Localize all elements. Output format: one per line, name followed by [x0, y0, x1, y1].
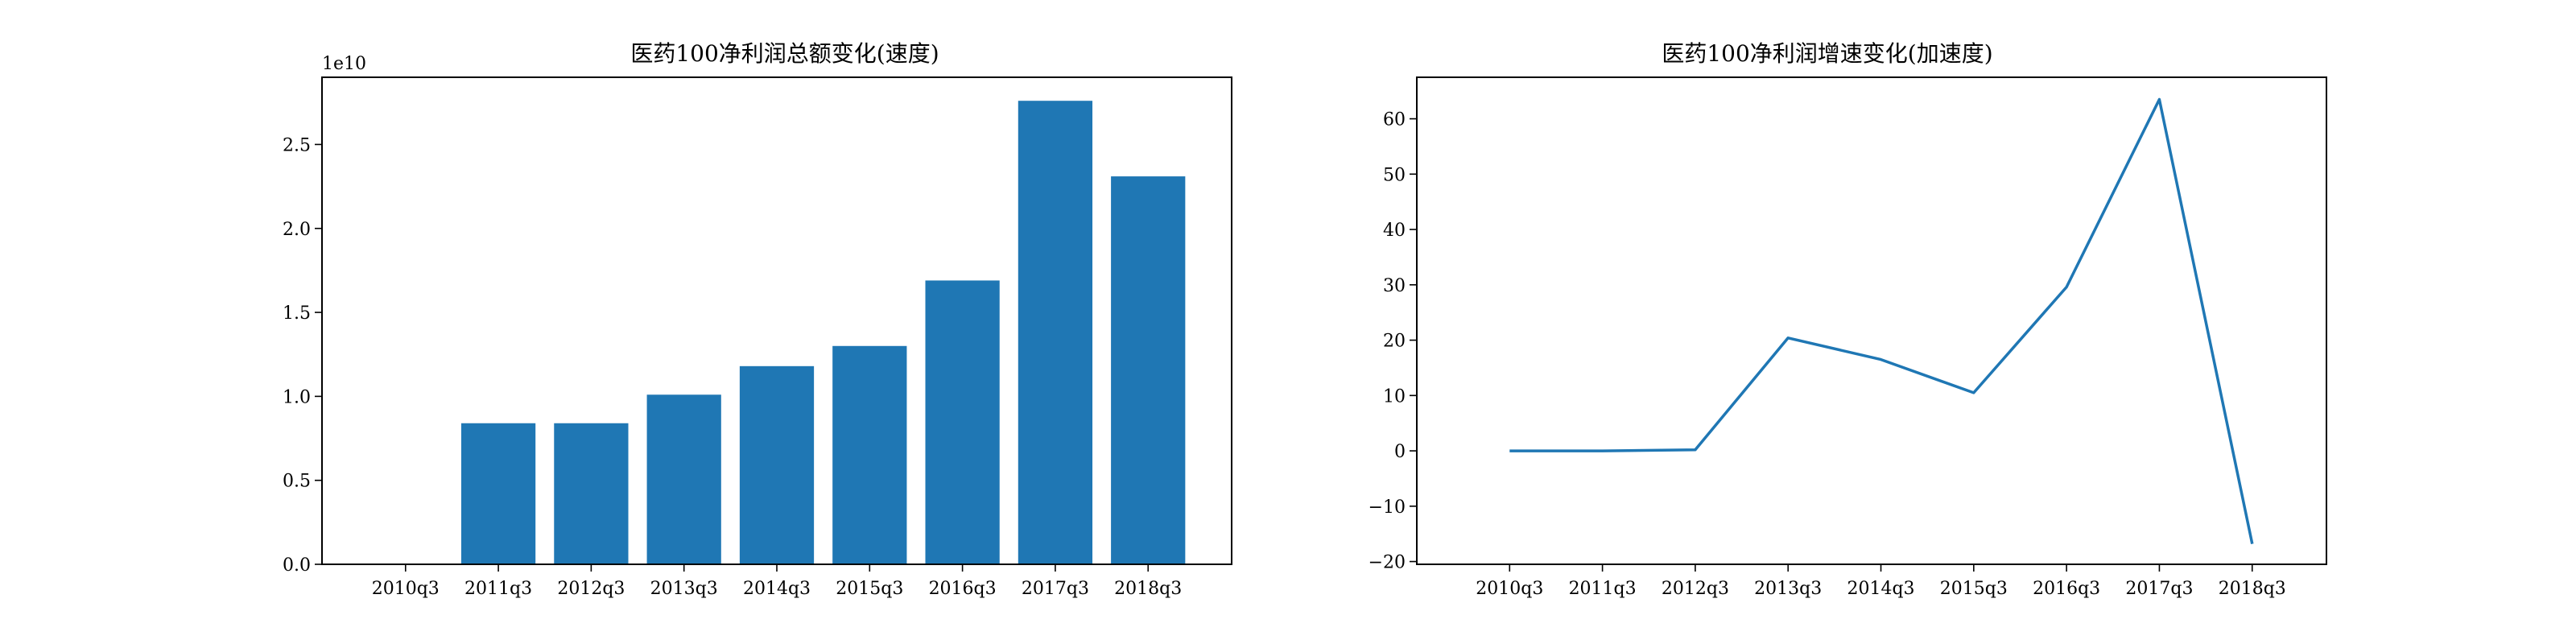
bar-chart-x-axis: 2010q3 2011q3 2012q3 2013q3 2014q3 2015q3 2016…: [372, 564, 1182, 599]
bar-chart-x-tick-label: 2013q3: [650, 579, 718, 599]
line-chart-x-tick-label: 2017q3: [2125, 579, 2193, 599]
bar-chart-y-axis: 0.0 0.5 1.0 1.5 2.0 2.5: [283, 135, 322, 576]
line-chart-y-tick-label: −10: [1368, 497, 1406, 518]
bar-chart-x-tick-label: 2017q3: [1022, 579, 1089, 599]
line-chart-x-tick-label: 2018q3: [2219, 579, 2286, 599]
line-chart-x-tick-label: 2014q3: [1847, 579, 1914, 599]
line-chart-x-tick-label: 2016q3: [2033, 579, 2100, 599]
line-chart-y-tick-label: 20: [1383, 332, 1406, 352]
line-chart-y-tick-label: 0: [1394, 442, 1406, 462]
bar-series: [460, 101, 1186, 564]
line-chart-x-tick-label: 2012q3: [1662, 579, 1729, 599]
bar-chart-x-tick-label: 2016q3: [929, 579, 997, 599]
bar-chart-x-tick-label: 2011q3: [464, 579, 532, 599]
line-chart-frame: [1416, 76, 2327, 565]
bar-chart-panel: 医药100净利润总额变化(速度) 1e10 0.0 0.5 1.0 1.5 2.0 2.5…: [283, 40, 1232, 599]
line-chart-y-tick-label: 30: [1383, 276, 1406, 296]
bar-2015q3: [832, 345, 907, 564]
bar-2013q3: [646, 394, 721, 564]
line-chart-y-axis: −20 −10 0 10 20 30 40 50 60: [1368, 110, 1417, 573]
bar-2016q3: [925, 280, 1000, 564]
bar-chart-y-tick-label: 0.5: [283, 472, 311, 492]
bar-chart-x-tick-label: 2014q3: [743, 579, 811, 599]
bar-2012q3: [554, 423, 629, 564]
bar-2018q3: [1111, 176, 1186, 564]
line-chart-y-tick-label: −20: [1368, 553, 1406, 573]
bar-chart-x-tick-label: 2018q3: [1114, 579, 1182, 599]
bar-chart-y-tick-label: 2.0: [283, 220, 311, 240]
line-chart-panel: 医药100净利润增速变化(加速度) −20 −10 0 10 20 30 40 50 60 20…: [1368, 40, 2327, 599]
bar-chart-x-tick-label: 2012q3: [557, 579, 625, 599]
line-chart-y-tick-label: 60: [1383, 110, 1406, 130]
bar-chart-y-tick-label: 1.5: [283, 303, 311, 324]
line-chart-x-tick-label: 2011q3: [1569, 579, 1637, 599]
bar-2014q3: [739, 365, 815, 564]
bar-chart-y-tick-label: 0.0: [283, 555, 311, 576]
line-chart-title: 医药100净利润增速变化(加速度): [1662, 40, 1992, 67]
bar-chart-frame: [321, 76, 1232, 565]
bar-chart-title: 医药100净利润总额变化(速度): [630, 40, 939, 67]
bar-2017q3: [1018, 101, 1093, 564]
line-chart-x-axis: 2010q3 2011q3 2012q3 2013q3 2014q3 2015q3 2016…: [1476, 564, 2286, 599]
bar-chart-y-tick-label: 2.5: [283, 135, 311, 155]
line-chart-y-tick-label: 40: [1383, 221, 1406, 241]
line-chart-x-tick-label: 2010q3: [1476, 579, 1543, 599]
line-series: [1509, 97, 2254, 544]
bar-chart-y-scale-label: 1e10: [322, 54, 366, 74]
line-chart-y-tick-label: 50: [1383, 165, 1406, 185]
bar-2011q3: [460, 423, 536, 564]
line-chart-x-tick-label: 2013q3: [1754, 579, 1822, 599]
line-chart-y-tick-label: 10: [1383, 386, 1406, 407]
bar-chart-x-tick-label: 2015q3: [836, 579, 903, 599]
bar-chart-y-tick-label: 1.0: [283, 387, 311, 407]
line-chart-x-tick-label: 2015q3: [1940, 579, 2008, 599]
bar-chart-x-tick-label: 2010q3: [372, 579, 440, 599]
